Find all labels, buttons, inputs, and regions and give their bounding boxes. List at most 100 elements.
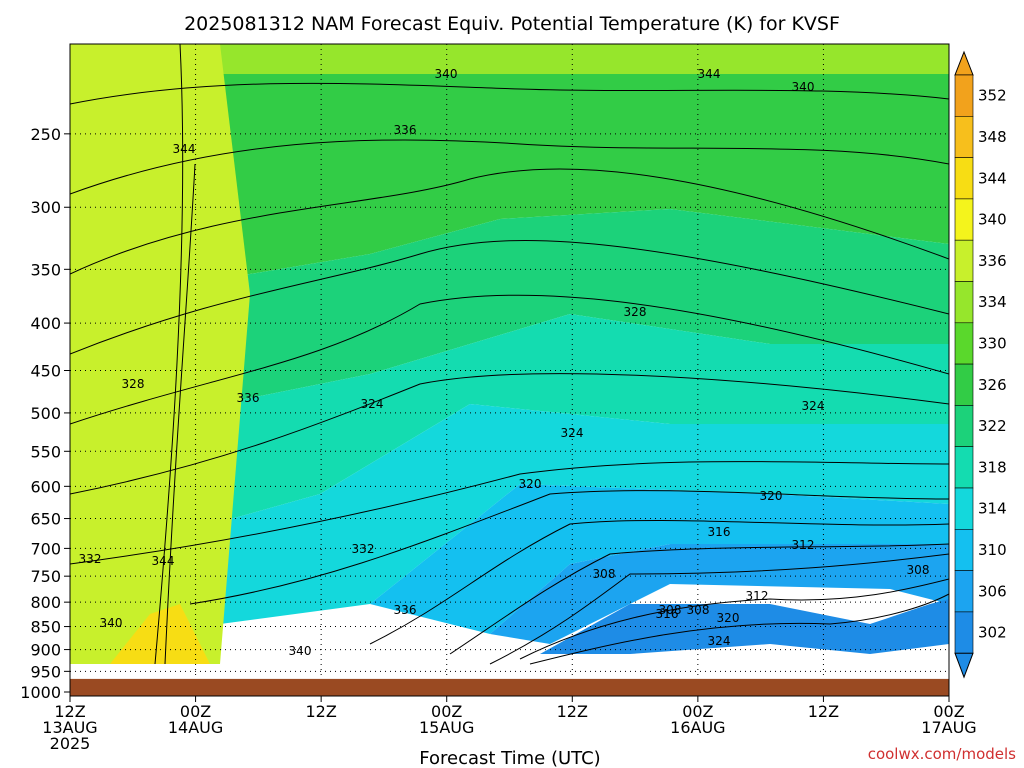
field-band-8 [70, 44, 250, 664]
contour-label: 312 [792, 538, 815, 552]
colorbar-swatch [954, 528, 974, 571]
contour-line-0 [70, 82, 949, 105]
y-tick-label: 1000 [20, 683, 61, 702]
contour-label: 336 [394, 603, 417, 617]
colorbar-swatch [954, 611, 974, 654]
y-tick-label: 950 [30, 662, 61, 681]
contour-label: 340 [100, 616, 123, 630]
colorbar-label: 340 [978, 211, 1007, 229]
colorbar-label: 306 [978, 582, 1007, 600]
contour-line-6 [70, 461, 949, 565]
y-tick-label: 650 [30, 510, 61, 529]
y-tick-label: 600 [30, 477, 61, 496]
y-tick-label: 400 [30, 314, 61, 333]
y-tick-label: 350 [30, 260, 61, 279]
contour-label: 340 [289, 644, 312, 658]
y-tick-label: 550 [30, 442, 61, 461]
contour-line-4 [70, 294, 949, 425]
field-band-2 [70, 209, 949, 434]
contour-line-13 [154, 44, 184, 665]
contour-label: 336 [237, 391, 260, 405]
y-tick-label: 700 [30, 539, 61, 558]
colorbar-bottom-arrow [954, 652, 974, 679]
contour-label: 320 [760, 489, 783, 503]
contour-label: 308 [593, 567, 616, 581]
x-tick-label: 12Z [305, 702, 336, 721]
x-tick-label: 15AUG [419, 718, 474, 737]
contour-label: 316 [656, 607, 679, 621]
contour-line-7 [189, 490, 949, 605]
colorbar-swatch [954, 487, 974, 530]
x-tick-label: 13AUG [42, 718, 97, 737]
colorbar-swatch [954, 281, 974, 324]
contour-label: 344 [152, 554, 175, 568]
colorbar-top-arrow [954, 50, 974, 76]
y-tick-label: 450 [30, 361, 61, 380]
credit-text[interactable]: coolwx.com/models [868, 745, 1016, 763]
colorbar-label: 348 [978, 128, 1007, 146]
colorbar-label: 334 [978, 293, 1007, 311]
y-tick-label: 900 [30, 641, 61, 660]
contour-label: 312 [746, 589, 769, 603]
field-band-5 [370, 484, 949, 634]
colorbar-swatch [954, 570, 974, 613]
contour-label: 324 [561, 426, 584, 440]
contour-line-1 [70, 139, 949, 195]
x-tick-label: 12Z [557, 702, 588, 721]
contour-label: 332 [352, 542, 375, 556]
field-band-7 [540, 599, 949, 654]
colorbar-label: 302 [978, 624, 1007, 642]
colorbar-swatch [954, 446, 974, 489]
contour-label: 340 [435, 67, 458, 81]
y-tick-label: 300 [30, 198, 61, 217]
colorbar: 352 348 344 340 336 334 330 326 322 318 314 310 306 3… [954, 50, 1007, 679]
x-tick-label: 17AUG [921, 718, 976, 737]
ground-fill [70, 678, 949, 696]
contour-label: 320 [717, 611, 740, 625]
colorbar-label: 318 [978, 458, 1007, 476]
contour-label: 344 [698, 67, 721, 81]
colorbar-label: 322 [978, 417, 1007, 435]
x-tick-label: 12Z [808, 702, 839, 721]
contour-line-5 [70, 373, 949, 495]
colorbar-swatch [954, 74, 974, 117]
plot-area: 340 344 340 336 344 328 328 336 324 324 324 320 320 3… [70, 44, 949, 696]
colorbar-label: 310 [978, 541, 1007, 559]
contour-line-3 [70, 240, 949, 355]
x-axis-label: Forecast Time (UTC) [419, 748, 600, 768]
contour-label: 328 [122, 377, 145, 391]
field-band-3 [70, 314, 949, 564]
contour-label: 344 [173, 142, 196, 156]
contour-label: 332 [79, 552, 102, 566]
contour-label: 324 [708, 634, 731, 648]
colorbar-swatch [954, 322, 974, 365]
colorbar-swatch [954, 157, 974, 200]
field-band-9 [110, 604, 210, 664]
y-axis: 250 300 350 400 450 500 550 600 650 700 750 800 850 9… [20, 125, 70, 702]
contour-line-14 [164, 163, 196, 665]
field-band-1 [70, 74, 949, 304]
contour-line-10 [489, 553, 949, 665]
contour-label: 308 [659, 603, 682, 617]
x-tick-label: 2025 [50, 734, 91, 753]
contour-label: 308 [687, 603, 710, 617]
y-tick-label: 500 [30, 404, 61, 423]
contour-line-11 [519, 578, 949, 660]
contour-label: 308 [907, 563, 930, 577]
field-band-0 [70, 44, 949, 74]
contour-label: 328 [624, 305, 647, 319]
colorbar-swatch [954, 239, 974, 282]
field-band-6 [490, 544, 949, 644]
y-tick-label: 250 [30, 125, 61, 144]
y-tick-label: 850 [30, 618, 61, 637]
contour-line-12 [529, 593, 949, 665]
colorbar-label: 336 [978, 252, 1007, 270]
contour-line-9 [449, 543, 949, 655]
contour-label: 336 [394, 123, 417, 137]
colorbar-label: 344 [978, 169, 1007, 187]
colorbar-label: 314 [978, 500, 1007, 518]
y-tick-label: 800 [30, 593, 61, 612]
colorbar-swatch [954, 116, 974, 158]
